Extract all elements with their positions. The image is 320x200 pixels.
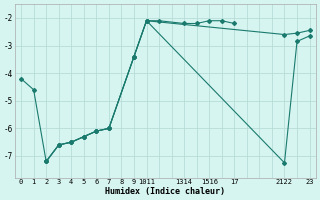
X-axis label: Humidex (Indice chaleur): Humidex (Indice chaleur)	[105, 187, 225, 196]
